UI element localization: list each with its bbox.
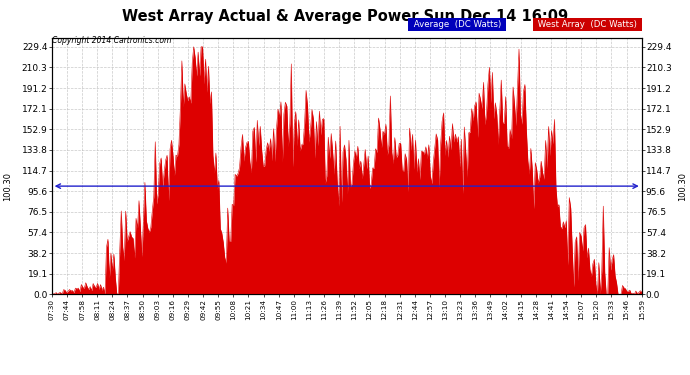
Text: Average  (DC Watts): Average (DC Watts)	[411, 20, 504, 29]
Text: Copyright 2014 Cartronics.com: Copyright 2014 Cartronics.com	[52, 36, 171, 45]
Text: 100.30: 100.30	[678, 172, 687, 201]
Text: West Array Actual & Average Power Sun Dec 14 16:09: West Array Actual & Average Power Sun De…	[122, 9, 568, 24]
Text: 100.30: 100.30	[3, 172, 12, 201]
Text: West Array  (DC Watts): West Array (DC Watts)	[535, 20, 640, 29]
